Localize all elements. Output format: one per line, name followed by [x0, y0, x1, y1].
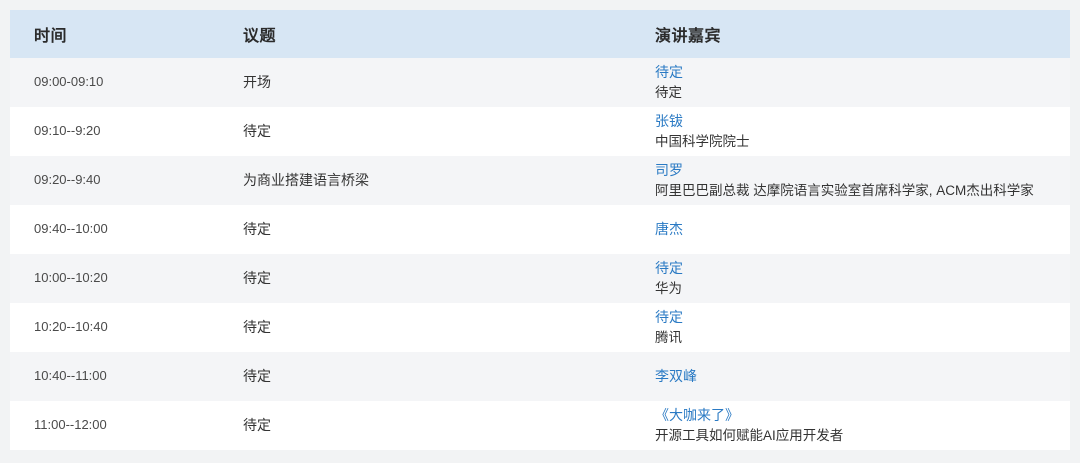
time-text: 10:00--10:20: [34, 270, 108, 286]
guest-name-link[interactable]: 《大咖来了》: [655, 406, 739, 423]
cell-time: 10:40--11:00: [10, 352, 225, 401]
cell-time: 09:00-09:10: [10, 58, 225, 107]
table-row: 10:40--11:00 待定 李双峰: [10, 352, 1070, 401]
guest-name-link[interactable]: 李双峰: [655, 368, 697, 384]
column-header-time: 时间: [10, 10, 225, 58]
cell-topic: 待定: [243, 318, 271, 335]
guest-title: 阿里巴巴副总裁 达摩院语言实验室首席科学家, ACM杰出科学家: [655, 182, 1034, 198]
cell-time: 10:00--10:20: [10, 254, 225, 303]
time-text: 09:20--9:40: [34, 172, 101, 188]
table-row: 10:20--10:40 待定 待定 腾讯: [10, 303, 1070, 352]
table-row: 10:00--10:20 待定 待定 华为: [10, 254, 1070, 303]
guest-title: 待定: [655, 84, 682, 100]
table-header: 时间 议题 演讲嘉宾: [10, 10, 1070, 58]
cell-guest: 待定 华为: [645, 254, 1070, 303]
guest-title: 中国科学院院士: [655, 133, 750, 149]
cell-time: 10:20--10:40: [10, 303, 225, 352]
cell-time: 09:40--10:00: [10, 205, 225, 254]
cell-topic: 开场: [243, 73, 271, 90]
table-row: 11:00--12:00 待定 《大咖来了》 开源工具如何赋能AI应用开发者: [10, 401, 1070, 450]
agenda-table: 时间 议题 演讲嘉宾 09:00-09:10 开场 待定 待定 09:10--9…: [10, 10, 1070, 450]
guest-title: 开源工具如何赋能AI应用开发者: [655, 427, 844, 443]
cell-topic: 待定: [243, 269, 271, 286]
time-text: 11:00--12:00: [34, 417, 107, 433]
guest-name-link[interactable]: 唐杰: [655, 221, 683, 237]
column-header-guest: 演讲嘉宾: [645, 10, 1070, 58]
cell-guest: 待定 腾讯: [645, 303, 1070, 352]
cell-guest: 待定 待定: [645, 58, 1070, 107]
time-text: 10:20--10:40: [34, 319, 108, 335]
time-text: 09:10--9:20: [34, 123, 101, 139]
table-body: 09:00-09:10 开场 待定 待定 09:10--9:20 待定 张钹 中…: [10, 58, 1070, 450]
cell-guest: 唐杰: [645, 205, 1070, 254]
cell-topic: 待定: [243, 416, 271, 433]
cell-topic: 待定: [243, 122, 271, 139]
column-header-topic: 议题: [225, 10, 645, 58]
table-row: 09:10--9:20 待定 张钹 中国科学院院士: [10, 107, 1070, 156]
time-text: 09:40--10:00: [34, 221, 108, 237]
cell-time: 09:20--9:40: [10, 156, 225, 205]
cell-guest: 《大咖来了》 开源工具如何赋能AI应用开发者: [645, 401, 1070, 450]
table-header-row: 时间 议题 演讲嘉宾: [10, 10, 1070, 58]
guest-name-link[interactable]: 待定: [655, 63, 683, 80]
cell-topic: 为商业搭建语言桥梁: [243, 171, 369, 188]
guest-name-link[interactable]: 张钹: [655, 112, 683, 129]
cell-topic: 待定: [243, 367, 271, 384]
time-text: 10:40--11:00: [34, 368, 107, 384]
cell-guest: 张钹 中国科学院院士: [645, 107, 1070, 156]
table-row: 09:40--10:00 待定 唐杰: [10, 205, 1070, 254]
cell-time: 11:00--12:00: [10, 401, 225, 450]
guest-name-link[interactable]: 司罗: [655, 161, 683, 178]
guest-title: 腾讯: [655, 329, 682, 345]
guest-name-link[interactable]: 待定: [655, 259, 683, 276]
table-row: 09:20--9:40 为商业搭建语言桥梁 司罗 阿里巴巴副总裁 达摩院语言实验…: [10, 156, 1070, 205]
cell-guest: 司罗 阿里巴巴副总裁 达摩院语言实验室首席科学家, ACM杰出科学家: [645, 156, 1070, 205]
agenda-table-container: 时间 议题 演讲嘉宾 09:00-09:10 开场 待定 待定 09:10--9…: [10, 10, 1070, 450]
cell-time: 09:10--9:20: [10, 107, 225, 156]
guest-title: 华为: [655, 280, 682, 296]
cell-guest: 李双峰: [645, 352, 1070, 401]
table-row: 09:00-09:10 开场 待定 待定: [10, 58, 1070, 107]
time-text: 09:00-09:10: [34, 74, 104, 90]
cell-topic: 待定: [243, 220, 271, 237]
guest-name-link[interactable]: 待定: [655, 308, 683, 325]
